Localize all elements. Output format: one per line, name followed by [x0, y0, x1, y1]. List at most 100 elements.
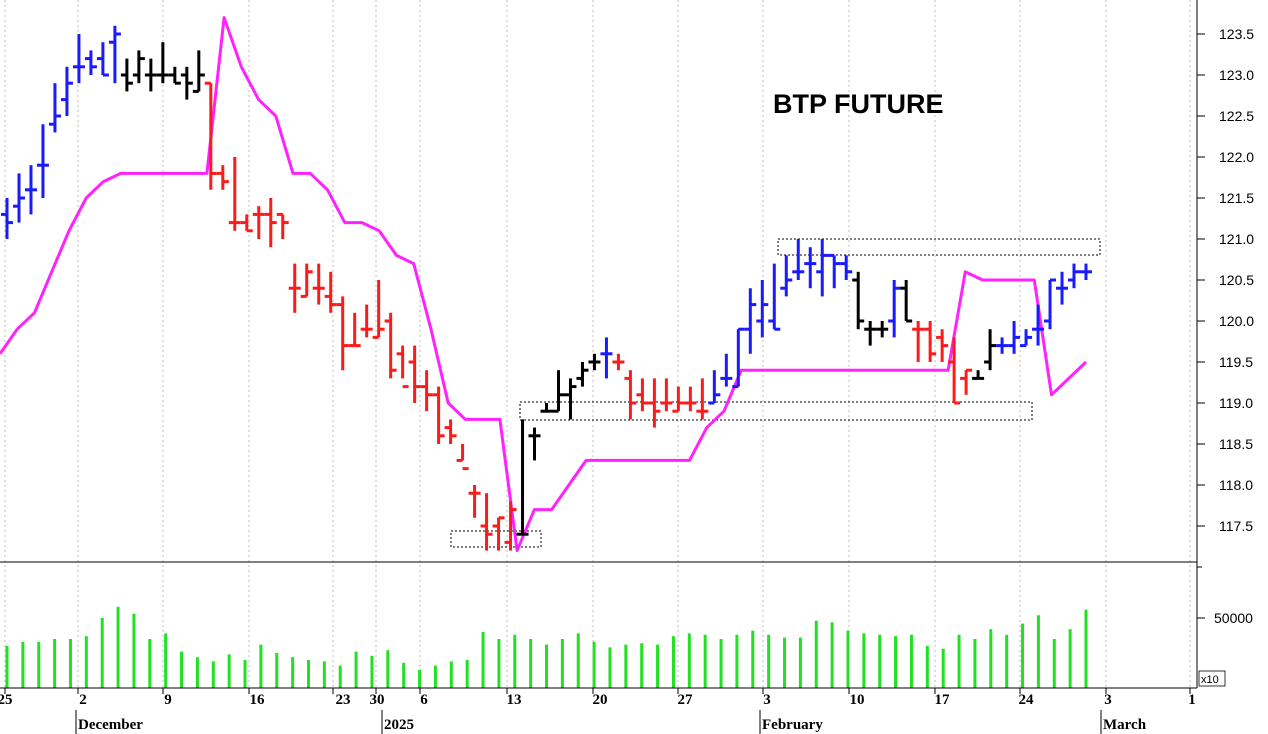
ohlc-bar: [480, 493, 493, 551]
volume-tick-label: 50000: [1214, 610, 1253, 626]
volume-ticks: 50000 x10: [1197, 610, 1253, 687]
date-tick-label: 3: [763, 692, 771, 708]
volume-multiplier-box: [1198, 670, 1226, 687]
price-tick-label: 123.5: [1219, 26, 1254, 42]
month-label: March: [1103, 717, 1147, 733]
date-tick-label: 10: [850, 692, 865, 708]
ohlc-bar: [240, 214, 253, 233]
envelope-line: [0, 16, 1088, 553]
ohlc-bar: [372, 280, 385, 339]
ohlc-bar: [552, 370, 565, 413]
ohlc-bar: [612, 353, 625, 371]
ohlc-bar: [888, 280, 901, 338]
ohlc-bar: [12, 173, 25, 223]
ohlc-bar: [540, 403, 553, 413]
ohlc-bar: [624, 370, 637, 420]
ohlc-bar: [1044, 278, 1057, 330]
ohlc-bar: [504, 501, 517, 551]
ohlc-bar: [84, 50, 97, 75]
ohlc-bar: [564, 378, 577, 420]
ohlc-bar: [120, 58, 133, 92]
ohlc-bar: [252, 206, 265, 239]
ohlc-bar: [720, 353, 733, 387]
date-tick-label: 27: [678, 692, 694, 708]
grid-lines: [4, 0, 1191, 688]
ohlc-bar: [732, 327, 745, 389]
ohlc-bar: [300, 263, 313, 298]
ohlc-bar: [216, 165, 229, 190]
date-tick-label: 20: [593, 692, 608, 708]
date-tick-label: 1: [1188, 692, 1196, 708]
date-tick-label: 17: [935, 692, 951, 708]
ohlc-bar: [936, 329, 949, 362]
date-tick-label: 9: [164, 692, 172, 708]
price-tick-label: 119.0: [1219, 395, 1253, 411]
price-bars: [1, 25, 1092, 551]
price-tick-label: 120.5: [1219, 272, 1254, 288]
ohlc-bar: [984, 329, 997, 371]
ohlc-bar: [960, 368, 973, 395]
ohlc-bar: [972, 370, 985, 380]
date-tick-label: 16: [250, 692, 266, 708]
ohlc-bar: [912, 321, 925, 362]
ohlc-bar: [60, 66, 73, 116]
ohlc-bar: [192, 50, 205, 93]
ohlc-bar: [144, 58, 157, 92]
ohlc-bar: [1056, 271, 1069, 305]
ohlc-bar: [900, 280, 913, 323]
ohlc-bar: [708, 370, 721, 405]
ohlc-bar: [348, 312, 361, 348]
price-tick-label: 121.5: [1219, 190, 1254, 206]
date-tick-label: 2: [79, 692, 87, 708]
ohlc-bar: [828, 253, 841, 289]
date-tick-label: 25: [0, 692, 13, 708]
ohlc-bar: [528, 427, 541, 461]
ohlc-bar: [384, 312, 397, 379]
price-tick-label: 121.0: [1219, 231, 1254, 247]
ohlc-bar: [336, 296, 349, 371]
ohlc-bar: [156, 42, 169, 84]
ohlc-bar: [492, 516, 505, 551]
ohlc-bar: [132, 50, 145, 84]
range-boxes: [450, 238, 1101, 548]
ohlc-bar: [48, 83, 61, 133]
price-tick-label: 118.0: [1219, 477, 1253, 493]
low-range-box: [450, 530, 542, 548]
month-label: February: [762, 717, 823, 733]
volume-multiplier-label: x10: [1201, 674, 1219, 686]
date-tick-label: 3: [1104, 692, 1112, 708]
ohlc-bar: [768, 263, 781, 331]
ohlc-bar: [228, 157, 241, 231]
price-tick-label: 117.5: [1219, 518, 1253, 534]
price-ticks: 123.5 123.0 122.5 122.0 121.5 121.0 120.5 120.0…: [1197, 26, 1254, 568]
ohlc-bar: [324, 271, 337, 313]
ohlc-bar: [576, 362, 589, 387]
ohlc-bar: [432, 386, 445, 444]
ohlc-bar: [420, 370, 433, 412]
ohlc-bar: [456, 444, 469, 471]
ohlc-bar: [204, 81, 217, 190]
ohlc-bar: [684, 386, 697, 412]
ohlc-bar: [852, 271, 865, 330]
ohlc-bar: [804, 247, 817, 289]
ohlc-bar: [996, 337, 1009, 354]
date-tick-label: 6: [420, 692, 428, 708]
ohlc-bar: [696, 378, 709, 420]
ohlc-bar: [408, 345, 421, 403]
ohlc-bar: [96, 42, 109, 77]
resistance-range-box: [777, 238, 1101, 256]
ohlc-bar: [840, 255, 853, 280]
ohlc-bar: [276, 212, 289, 239]
ohlc-bar: [1068, 263, 1081, 289]
support-range-box: [519, 401, 1033, 421]
date-tick-label: 13: [507, 692, 522, 708]
chart-title: BTP FUTURE: [773, 89, 944, 119]
month-label: 2025: [384, 717, 414, 733]
ohlc-bar: [780, 255, 793, 297]
ohlc-bar: [792, 239, 805, 280]
ohlc-bar: [636, 378, 649, 412]
ohlc-bar: [1032, 304, 1045, 346]
ohlc-bar: [600, 337, 613, 379]
ohlc-bar: [36, 124, 49, 198]
